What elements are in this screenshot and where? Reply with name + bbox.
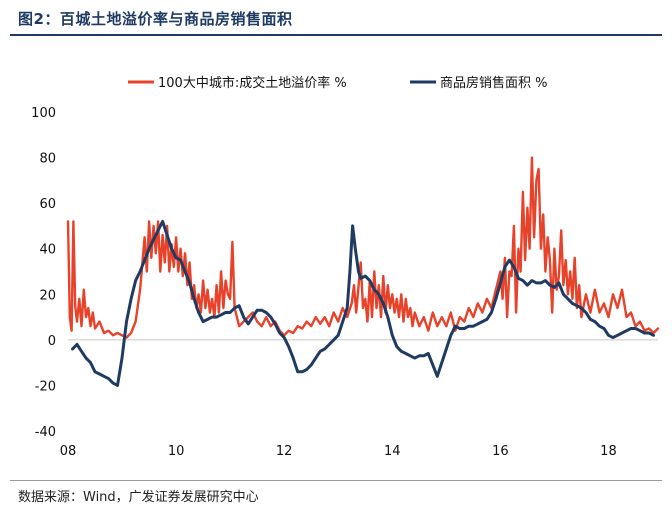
y-tick-label: 40 — [39, 243, 56, 258]
figure-title: 图2：百城土地溢价率与商品房销售面积 — [18, 10, 293, 28]
x-tick-label: 18 — [600, 444, 617, 459]
legend-label: 100大中城市:成交土地溢价率 % — [158, 75, 347, 91]
x-tick-label: 14 — [384, 444, 401, 459]
series-line-sales-area — [71, 219, 655, 387]
y-tick-label: 60 — [39, 197, 56, 212]
y-tick-label: 80 — [39, 152, 56, 167]
series-line-land-premium — [66, 156, 660, 339]
source-rule — [10, 480, 662, 481]
y-tick-label: -40 — [35, 425, 56, 440]
legend-label: 商品房销售面积 % — [440, 75, 548, 91]
legend: 100大中城市:成交土地溢价率 % 商品房销售面积 % — [128, 75, 548, 91]
x-tick-label: 16 — [492, 444, 509, 459]
y-tick-label: 100 — [31, 106, 56, 121]
x-tick-label: 12 — [276, 444, 293, 459]
x-tick-label: 10 — [168, 444, 185, 459]
y-tick-label: 0 — [48, 334, 56, 349]
x-axis: 08 10 12 14 16 18 — [60, 444, 617, 459]
y-tick-label: -20 — [35, 379, 56, 394]
source-note: 数据来源：Wind，广发证券发展研究中心 — [18, 490, 259, 505]
y-axis: 100 80 60 40 20 0 -20 -40 — [31, 106, 56, 440]
y-tick-label: 20 — [39, 288, 56, 303]
title-rule — [10, 34, 662, 36]
plot-area — [66, 156, 660, 387]
x-tick-label: 08 — [60, 444, 77, 459]
